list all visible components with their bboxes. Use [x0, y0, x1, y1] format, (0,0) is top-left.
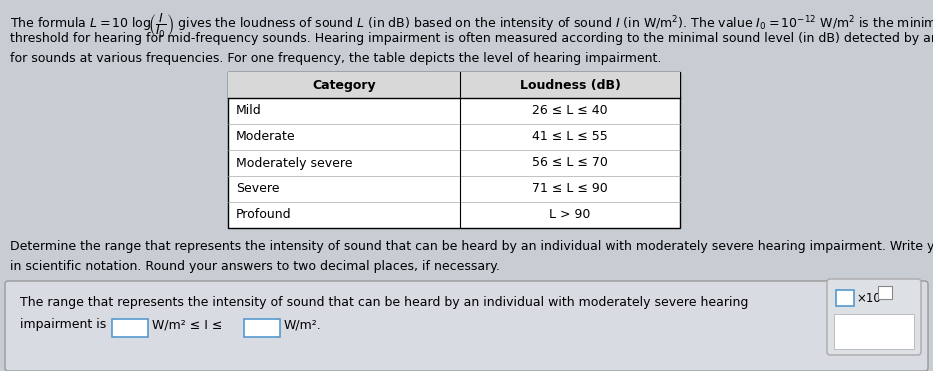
Text: Moderately severe: Moderately severe	[236, 157, 353, 170]
Bar	[228, 72, 680, 228]
Bar	[228, 72, 680, 98]
Text: Profound: Profound	[236, 209, 292, 221]
Text: 26 ≤ L ≤ 40: 26 ≤ L ≤ 40	[532, 105, 607, 118]
FancyBboxPatch shape	[5, 281, 928, 371]
Text: Category: Category	[313, 79, 376, 92]
Text: threshold for hearing for mid-frequency sounds. Hearing impairment is often meas: threshold for hearing for mid-frequency …	[10, 32, 933, 45]
Text: L > 90: L > 90	[550, 209, 591, 221]
Text: W/m².: W/m².	[284, 318, 322, 331]
Text: Moderate: Moderate	[236, 131, 296, 144]
Bar	[878, 286, 892, 299]
Bar	[112, 319, 148, 337]
Text: Mild: Mild	[236, 105, 262, 118]
Text: Severe: Severe	[236, 183, 280, 196]
Text: impairment is: impairment is	[20, 318, 106, 331]
Text: W/m² ≤ I ≤: W/m² ≤ I ≤	[152, 318, 222, 331]
Text: Determine the range that represents the intensity of sound that can be heard by : Determine the range that represents the …	[10, 240, 933, 253]
Text: The range that represents the intensity of sound that can be heard by an individ: The range that represents the intensity …	[20, 296, 748, 309]
Text: in scientific notation. Round your answers to two decimal places, if necessary.: in scientific notation. Round your answe…	[10, 260, 500, 273]
Bar	[836, 290, 854, 306]
Text: Loudness (dB): Loudness (dB)	[520, 79, 620, 92]
Bar	[834, 313, 914, 348]
Text: 71 ≤ L ≤ 90: 71 ≤ L ≤ 90	[532, 183, 608, 196]
Text: for sounds at various frequencies. For one frequency, the table depicts the leve: for sounds at various frequencies. For o…	[10, 52, 661, 65]
Text: ×10: ×10	[856, 292, 881, 305]
Text: 41 ≤ L ≤ 55: 41 ≤ L ≤ 55	[532, 131, 608, 144]
FancyBboxPatch shape	[827, 279, 921, 355]
Bar	[244, 319, 280, 337]
Text: 56 ≤ L ≤ 70: 56 ≤ L ≤ 70	[532, 157, 608, 170]
Text: The formula $L = 10\;\mathrm{log}\!\left(\dfrac{I}{I_0}\right)$ gives the loudne: The formula $L = 10\;\mathrm{log}\!\left…	[10, 12, 933, 40]
